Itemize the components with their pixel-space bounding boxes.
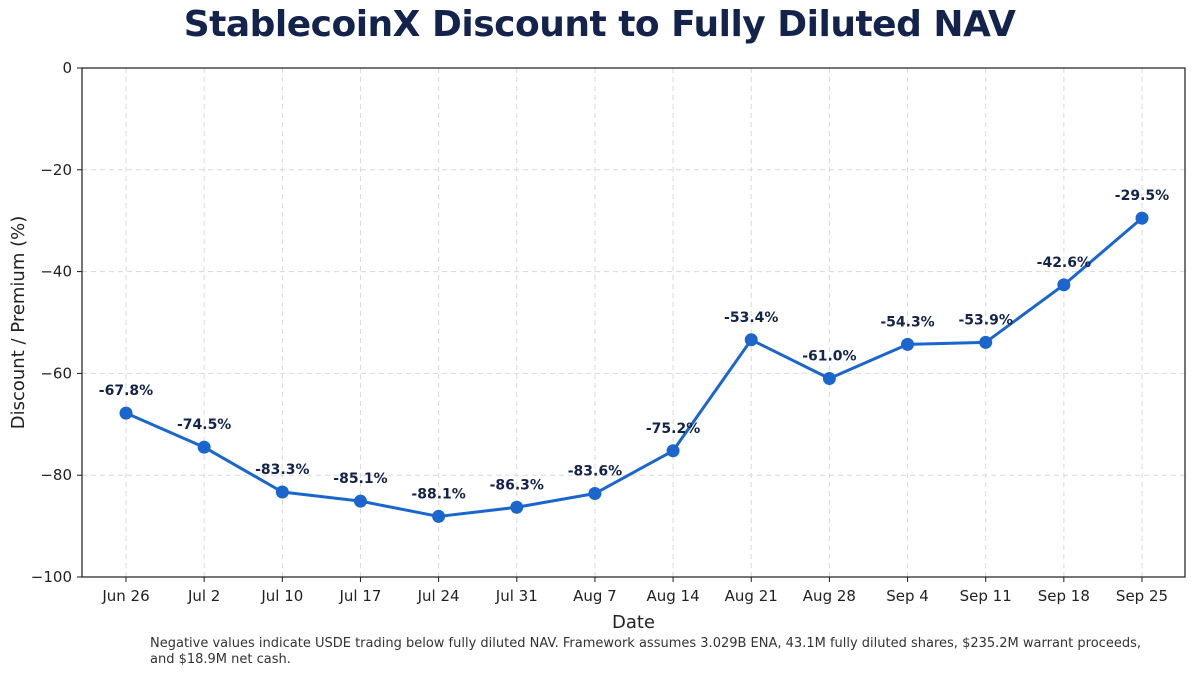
data-label: -88.1% <box>411 486 465 502</box>
x-tick-label: Aug 14 <box>646 587 699 605</box>
x-tick-label: Aug 28 <box>803 587 856 605</box>
series-line <box>125 217 1143 518</box>
x-tick-label: Jul 2 <box>187 587 220 605</box>
data-label: -86.3% <box>490 477 544 493</box>
data-point <box>588 487 602 501</box>
x-tick-label: Aug 7 <box>573 587 617 605</box>
data-label: -53.9% <box>958 312 1012 328</box>
x-tick-label: Sep 25 <box>1116 587 1168 605</box>
data-point <box>432 509 446 523</box>
y-tick-label: −40 <box>40 263 72 281</box>
data-point <box>901 337 915 351</box>
x-tick-label: Sep 11 <box>960 587 1012 605</box>
x-tick-label: Jul 17 <box>338 587 381 605</box>
plot-frame <box>81 67 1186 578</box>
x-tick-label: Jul 24 <box>417 587 460 605</box>
data-point <box>822 371 836 385</box>
data-point <box>510 500 524 514</box>
data-label: -85.1% <box>333 471 387 487</box>
x-tick-label: Aug 21 <box>725 587 778 605</box>
data-label: -83.3% <box>255 462 309 478</box>
y-axis: 0 −20 −40 −60 −80 −100 <box>31 59 82 586</box>
data-point <box>744 333 758 347</box>
x-tick-label: Sep 4 <box>886 587 929 605</box>
x-tick-label: Jul 10 <box>260 587 303 605</box>
y-tick-label: −80 <box>40 466 72 484</box>
data-labels: -67.8% -74.5% -83.3% -85.1% -88.1% -86.3% -83.… <box>99 188 1169 502</box>
gridlines <box>82 67 1185 578</box>
data-label: -74.5% <box>177 417 231 433</box>
y-tick-label: −100 <box>31 568 72 586</box>
data-point <box>1057 278 1071 292</box>
data-point <box>119 406 133 420</box>
x-tick-label: Jul 31 <box>495 587 538 605</box>
x-axis: Jun 26 Jul 2 Jul 10 Jul 17 Jul 24 Jul 31 Aug 7… <box>101 577 1168 605</box>
data-point <box>1135 211 1149 225</box>
data-label: -29.5% <box>1115 188 1169 204</box>
data-label: -83.6% <box>568 464 622 480</box>
x-tick-label: Sep 18 <box>1038 587 1090 605</box>
y-axis-label: Discount / Premium (%) <box>8 216 29 430</box>
data-point <box>666 444 680 458</box>
y-tick-label: 0 <box>62 59 72 77</box>
data-point <box>353 494 367 508</box>
data-point <box>197 440 211 454</box>
data-label: -61.0% <box>802 348 856 364</box>
data-label: -75.2% <box>646 421 700 437</box>
chart-area: 0 −20 −40 −60 −80 −100 Jun 26 Jul 2 Jul 10 Jul 1… <box>8 59 1186 633</box>
data-point <box>979 335 993 349</box>
x-tick-label: Jun 26 <box>101 587 149 605</box>
data-label: -42.6% <box>1037 255 1091 271</box>
y-tick-label: −60 <box>40 364 72 382</box>
data-label: -53.4% <box>724 310 778 326</box>
data-label: -67.8% <box>99 383 153 399</box>
y-tick-label: −20 <box>40 161 72 179</box>
data-label: -54.3% <box>880 314 934 330</box>
chart-title: StablecoinX Discount to Fully Diluted NA… <box>183 4 1016 45</box>
data-points <box>119 211 1149 523</box>
data-point <box>275 485 289 499</box>
x-axis-label: Date <box>612 612 655 633</box>
footnote: Negative values indicate USDE trading be… <box>150 636 1141 667</box>
